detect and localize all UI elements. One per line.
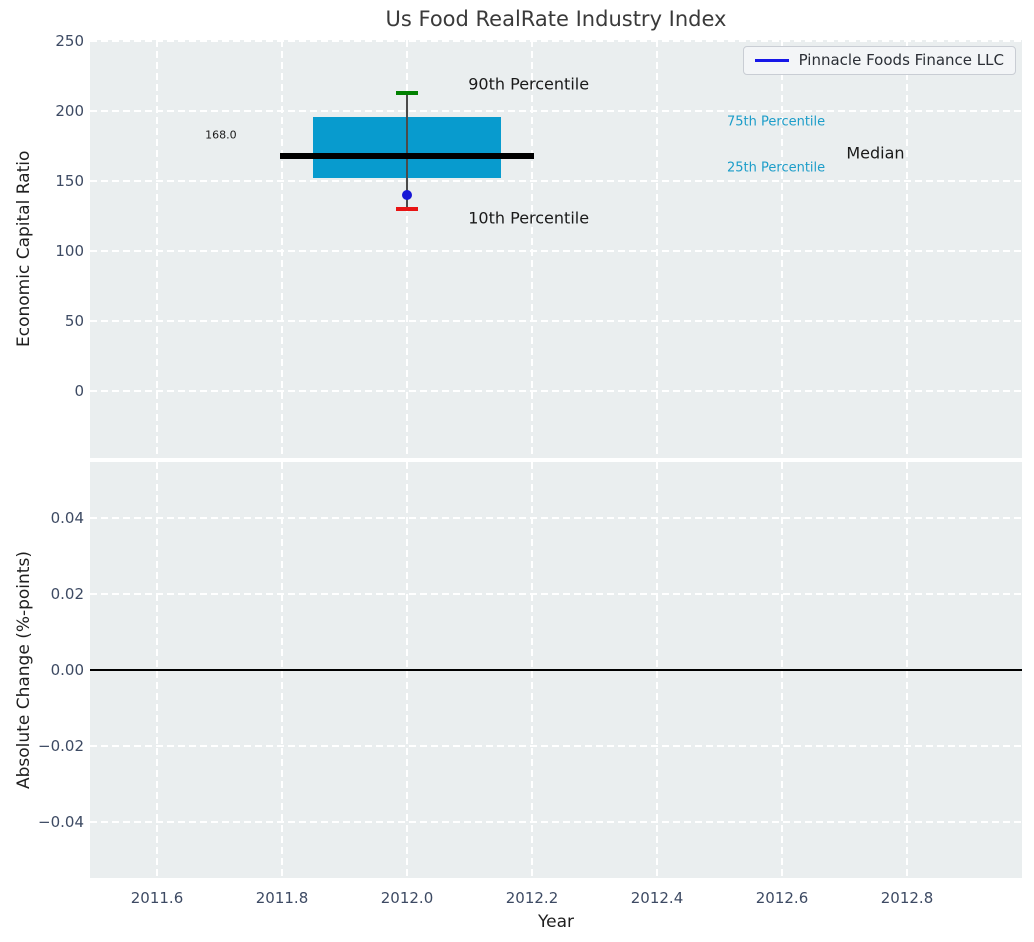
median-value-label: 168.0 bbox=[205, 128, 237, 142]
y-tick-label: 100 bbox=[55, 241, 84, 260]
legend: Pinnacle Foods Finance LLC bbox=[742, 46, 1016, 75]
gridline-vertical bbox=[531, 40, 533, 458]
gridline-vertical bbox=[781, 40, 783, 458]
y-tick-label: 200 bbox=[55, 101, 84, 120]
top-axes: Pinnacle Foods Finance LLC 90th Percenti… bbox=[90, 40, 1022, 458]
gridline-horizontal bbox=[90, 390, 1022, 392]
gridline-horizontal bbox=[90, 745, 1022, 747]
gridline-horizontal bbox=[90, 821, 1022, 823]
gridline-vertical bbox=[281, 40, 283, 458]
y-tick-label: −0.04 bbox=[38, 813, 84, 832]
chart-title: Us Food RealRate Industry Index bbox=[385, 7, 727, 31]
gridline-vertical bbox=[406, 40, 408, 458]
x-axis-label: Year bbox=[538, 912, 574, 932]
y-tick-label: 50 bbox=[64, 311, 84, 330]
y-tick-label: 0 bbox=[74, 381, 84, 400]
gridline-horizontal bbox=[90, 40, 1022, 42]
gridline-horizontal bbox=[90, 593, 1022, 595]
zero-line bbox=[90, 669, 1022, 671]
x-tick-label: 2012.8 bbox=[880, 889, 934, 907]
y-tick-label: 0.00 bbox=[50, 661, 84, 679]
x-tick-label: 2012.6 bbox=[755, 889, 809, 907]
p90-label: 90th Percentile bbox=[468, 74, 590, 94]
x-tick-label: 2012.0 bbox=[380, 889, 434, 907]
bottom-axes bbox=[90, 462, 1022, 878]
company-value-marker bbox=[402, 189, 412, 200]
y-tick-label: 150 bbox=[55, 171, 84, 190]
p25-label: 25th Percentile bbox=[727, 160, 826, 176]
gridline-horizontal bbox=[90, 320, 1022, 322]
median-line bbox=[280, 153, 534, 159]
x-tick-label: 2012.2 bbox=[505, 889, 559, 907]
p10-label: 10th Percentile bbox=[468, 208, 590, 228]
gridline-vertical bbox=[656, 40, 658, 458]
gridline-horizontal bbox=[90, 180, 1022, 182]
median-label: Median bbox=[846, 143, 905, 163]
x-tick-label: 2011.8 bbox=[255, 889, 309, 907]
y-tick-label: −0.02 bbox=[38, 737, 84, 756]
gridline-vertical bbox=[156, 40, 158, 458]
x-tick-label: 2011.6 bbox=[130, 889, 184, 907]
gridline-horizontal bbox=[90, 110, 1022, 112]
y-tick-label: 0.02 bbox=[50, 584, 84, 603]
legend-line-sample bbox=[754, 58, 789, 62]
p90-cap bbox=[395, 90, 419, 95]
p10-cap bbox=[395, 207, 419, 211]
p75-label: 75th Percentile bbox=[727, 114, 826, 130]
gridline-horizontal bbox=[90, 250, 1022, 252]
gridline-horizontal bbox=[90, 517, 1022, 519]
gridline-vertical bbox=[906, 40, 908, 458]
whisker-line bbox=[406, 92, 408, 209]
x-tick-label: 2012.4 bbox=[630, 889, 684, 907]
y-tick-label: 250 bbox=[55, 31, 84, 50]
legend-label: Pinnacle Foods Finance LLC bbox=[798, 51, 1004, 69]
y-tick-label: 0.04 bbox=[50, 508, 84, 527]
